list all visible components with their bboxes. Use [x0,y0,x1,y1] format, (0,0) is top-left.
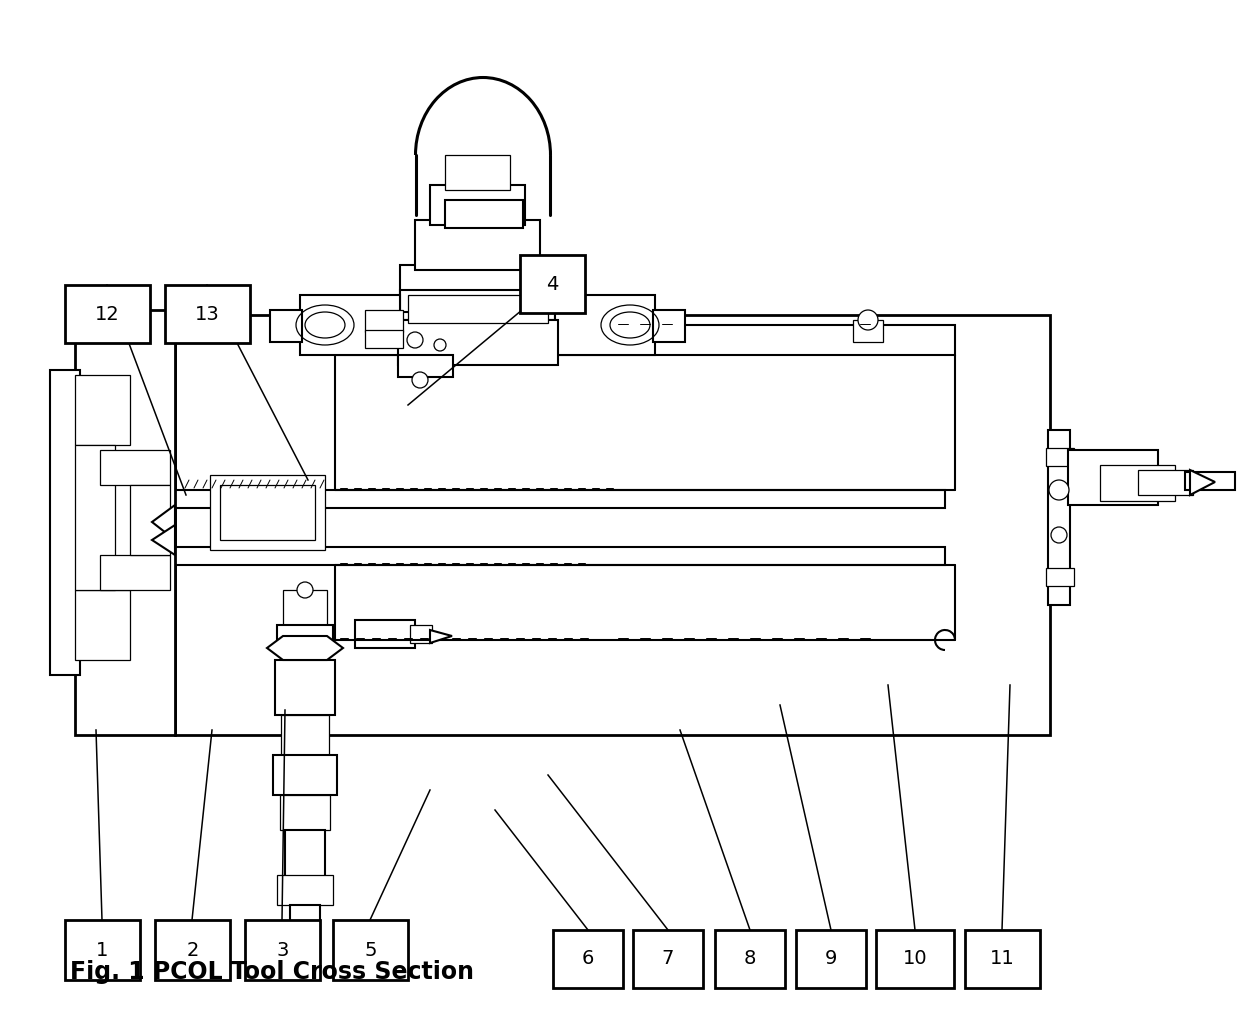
Circle shape [858,310,878,330]
Bar [273,755,337,795]
Bar [355,620,415,648]
Circle shape [407,332,423,349]
Bar [175,547,945,565]
Bar [210,475,325,550]
Bar [175,490,945,508]
Text: 11: 11 [990,949,1014,969]
Text: 4: 4 [547,275,559,293]
Text: 10: 10 [903,949,928,969]
Bar [280,795,330,830]
Text: Fig. 1 PCOL Tool Cross Section: Fig. 1 PCOL Tool Cross Section [69,960,474,984]
Bar [715,930,785,988]
Bar [875,930,954,988]
Text: 2: 2 [186,941,198,959]
Bar [74,310,175,735]
Text: 13: 13 [195,304,219,324]
Polygon shape [267,636,343,660]
Bar [275,660,335,715]
Bar [965,930,1040,988]
Bar [430,184,525,226]
Bar [653,310,684,342]
Bar [74,375,130,445]
Text: 6: 6 [582,949,594,969]
Bar [796,930,866,988]
Bar [401,265,556,320]
Circle shape [298,582,312,598]
Bar [50,370,81,675]
Bar [283,590,327,630]
Text: 5: 5 [365,941,377,959]
Text: 9: 9 [825,949,837,969]
Bar [100,555,170,590]
Bar [415,220,539,270]
Bar [408,295,548,323]
Bar [1100,465,1176,501]
Bar [219,485,315,540]
Bar [285,830,325,880]
Text: 3: 3 [277,941,289,959]
Text: 1: 1 [97,941,109,959]
Circle shape [1052,527,1066,543]
Bar [335,325,955,355]
Bar [1047,568,1074,586]
Bar [401,290,556,312]
Bar [398,355,453,377]
Bar [1138,470,1193,495]
Bar [74,590,130,660]
Bar [165,285,250,343]
Bar [1185,472,1235,490]
Polygon shape [1190,470,1215,495]
Text: 12: 12 [95,304,120,324]
Bar [277,625,334,650]
Bar [1047,448,1074,466]
Bar [556,295,655,355]
Circle shape [1049,480,1069,500]
Bar [246,920,320,980]
Bar [300,295,401,355]
Bar [290,905,320,943]
Bar [553,930,622,988]
Polygon shape [153,525,175,555]
Bar [632,930,703,988]
Bar [365,330,403,348]
Bar [1068,450,1158,505]
Bar [64,285,150,343]
Text: 8: 8 [744,949,756,969]
Bar [445,200,523,228]
Polygon shape [430,630,453,643]
Circle shape [434,339,446,351]
Bar [64,920,140,980]
Polygon shape [153,505,175,540]
Bar [100,450,170,485]
Bar [410,625,432,643]
Bar [74,445,115,590]
Bar [270,310,303,342]
Bar [1048,430,1070,605]
Bar [365,310,403,332]
Bar [445,155,510,190]
Bar [334,920,408,980]
Bar [295,940,315,965]
Bar [130,485,170,555]
Bar [853,320,883,342]
Bar [155,920,229,980]
Bar [175,315,1050,735]
Circle shape [412,372,428,388]
Bar [398,320,558,365]
Text: 7: 7 [662,949,675,969]
Bar [281,715,329,755]
Bar [277,875,334,905]
Bar [520,255,585,313]
